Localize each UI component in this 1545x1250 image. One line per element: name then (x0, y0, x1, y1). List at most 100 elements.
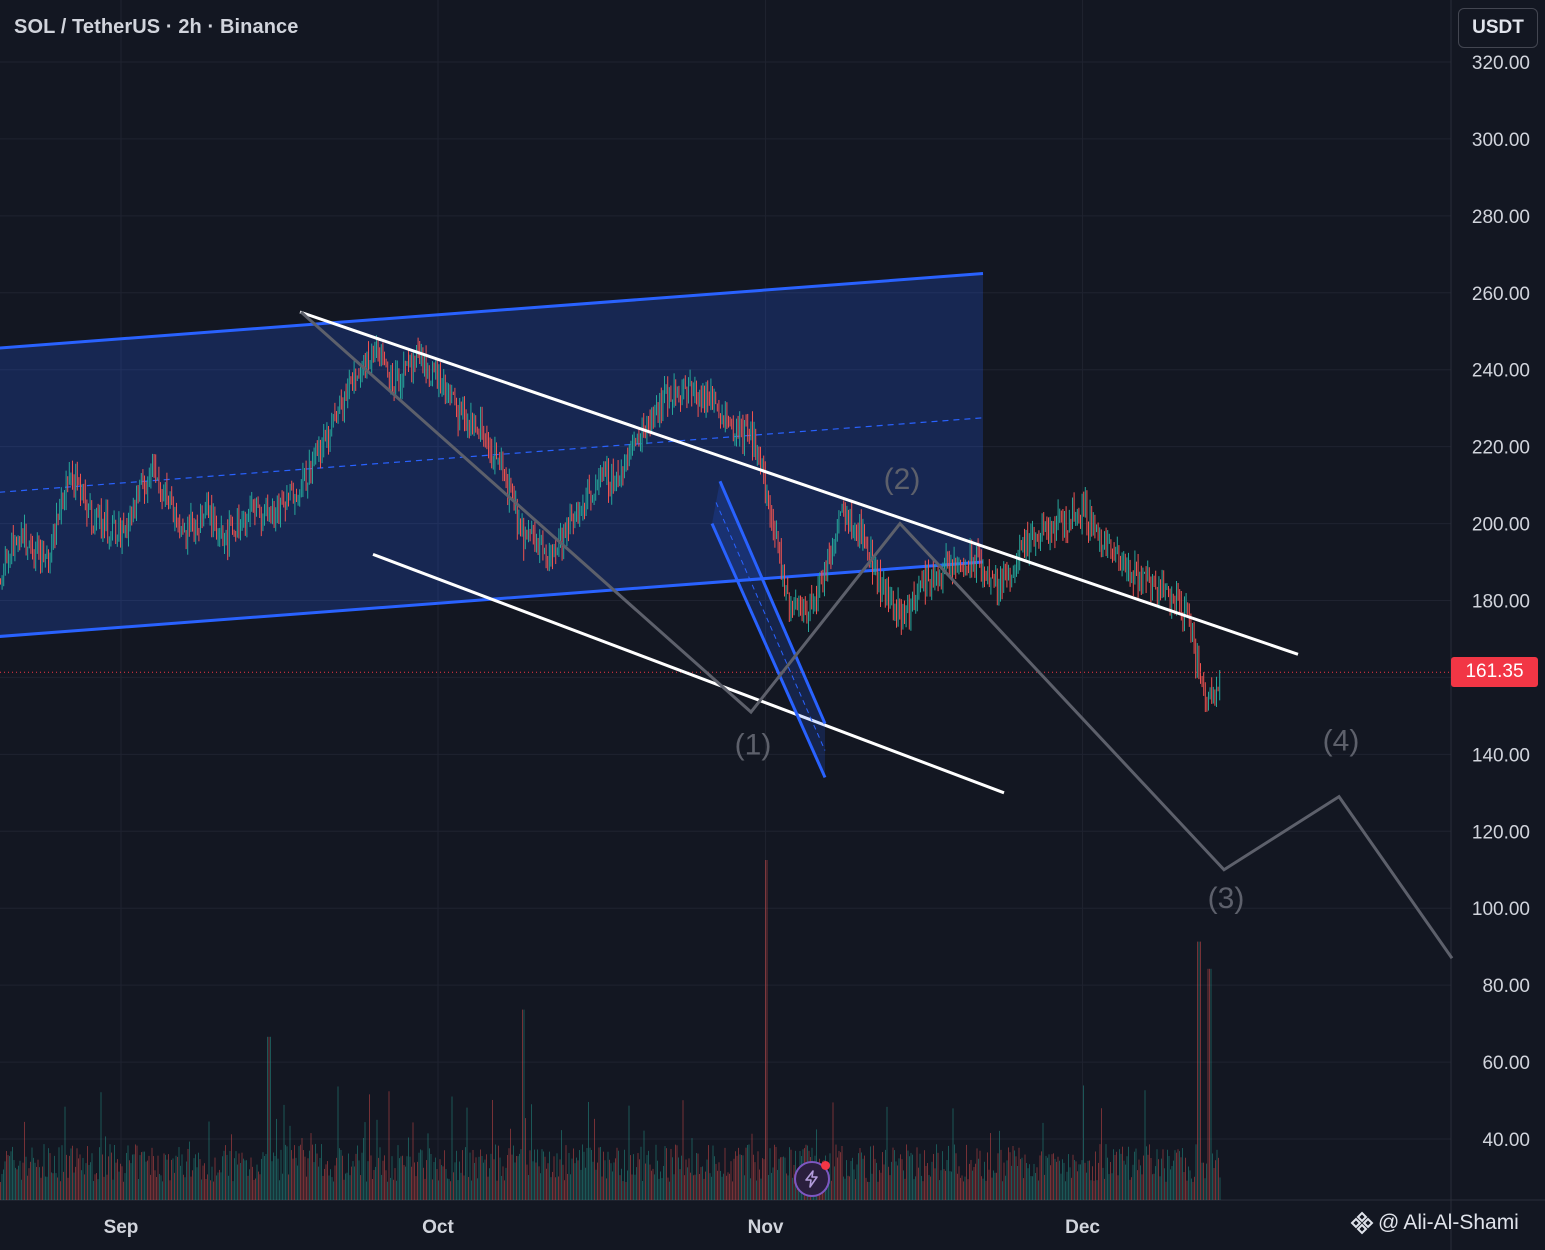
volume-bar (265, 1154, 267, 1200)
volume-bar (490, 1153, 492, 1200)
volume-bar (603, 1151, 604, 1200)
symbol-header[interactable]: SOL / TetherUS · 2h · Binance (14, 16, 299, 38)
volume-bar (729, 1173, 730, 1200)
volume-bar (1129, 1179, 1131, 1200)
volume-bar (790, 1149, 792, 1200)
volume-bar (501, 1175, 502, 1200)
volume-bar (1168, 1156, 1170, 1200)
volume-bar (94, 1174, 96, 1200)
volume-bar (1131, 1177, 1132, 1200)
volume-bar (129, 1160, 130, 1200)
volume-bar (964, 1176, 966, 1200)
volume-bar (42, 1166, 43, 1200)
volume-bar (637, 1153, 639, 1200)
volume-bar (688, 1158, 690, 1200)
volume-bar (1138, 1159, 1140, 1200)
volume-bar (705, 1171, 706, 1200)
volume-bar (925, 1166, 927, 1200)
volume-bar (504, 1180, 505, 1200)
volume-bar (430, 1154, 432, 1200)
volume-bar (283, 1104, 285, 1200)
volume-bar (385, 1170, 387, 1200)
volume-bar (517, 1156, 519, 1200)
volume-bar (661, 1178, 663, 1200)
volume-bar (1017, 1165, 1018, 1200)
volume-bar (426, 1160, 427, 1200)
volume-bar (427, 1133, 429, 1200)
volume-bar (117, 1159, 118, 1200)
volume-bar (903, 1170, 904, 1200)
volume-bar (669, 1181, 670, 1200)
volume-bar (126, 1152, 127, 1200)
volume-bar (297, 1165, 298, 1200)
volume-bar (979, 1150, 981, 1200)
volume-bar (339, 1148, 340, 1200)
volume-bar (1062, 1159, 1063, 1200)
volume-bar (97, 1179, 99, 1200)
volume-bar (1191, 1178, 1192, 1200)
volume-bar (681, 1155, 682, 1200)
volume-bar (277, 1158, 279, 1200)
volume-bar (16, 1169, 18, 1200)
volume-bar (778, 1158, 780, 1200)
currency-button[interactable]: USDT (1458, 8, 1538, 48)
volume-bar (198, 1152, 199, 1200)
volume-bar (240, 1163, 241, 1200)
volume-bar (973, 1167, 975, 1200)
volume-bar (295, 1157, 297, 1200)
volume-bar (585, 1167, 586, 1200)
volume-bar (568, 1152, 570, 1200)
price-tick-label: 280.00 (1472, 207, 1530, 228)
volume-bar (1056, 1161, 1057, 1200)
volume-bar (435, 1157, 436, 1200)
volume-bar (931, 1161, 933, 1200)
volume-bar (33, 1157, 34, 1200)
volume-bar (1090, 1180, 1092, 1200)
volume-bar (343, 1179, 345, 1200)
volume-bar (1050, 1165, 1051, 1200)
volume-bar (1176, 1152, 1177, 1200)
volume-bar (51, 1172, 52, 1200)
volume-bar (624, 1149, 625, 1200)
volume-bar (880, 1172, 882, 1200)
volume-bar (540, 1173, 541, 1200)
volume-bar (1026, 1162, 1027, 1200)
volume-bar (1068, 1154, 1069, 1200)
volume-bar (202, 1165, 204, 1200)
volume-bar (334, 1165, 336, 1200)
volume-bar (889, 1175, 891, 1200)
volume-bar (52, 1173, 54, 1200)
volume-bar (184, 1177, 186, 1200)
volume-bar (1170, 1169, 1171, 1200)
volume-bar (172, 1158, 174, 1200)
volume-bar (466, 1107, 468, 1200)
volume-bar (543, 1151, 544, 1200)
volume-bar (436, 1169, 438, 1200)
volume-bar (489, 1168, 490, 1200)
volume-bar (1159, 1176, 1161, 1200)
wave-label: (4) (1323, 725, 1360, 758)
lightning-bolt-icon[interactable] (794, 1161, 830, 1197)
volume-bar (138, 1178, 139, 1200)
volume-bar (999, 1130, 1000, 1200)
volume-bar (727, 1172, 729, 1200)
price-axis: 320.00 300.00 280.00 260.00 240.00 220.00 200.… (1472, 53, 1530, 1151)
volume-bar (972, 1170, 973, 1200)
volume-bar (144, 1151, 145, 1200)
volume-bar (403, 1165, 405, 1200)
volume-bar (123, 1181, 124, 1200)
volume-bar (397, 1145, 399, 1200)
volume-bar (621, 1168, 622, 1200)
volume-bar (766, 860, 768, 1200)
volume-bar (660, 1171, 661, 1200)
volume-bar (625, 1181, 627, 1200)
volume-bar (906, 1144, 907, 1200)
volume-bar (1003, 1162, 1005, 1200)
volume-bar (442, 1166, 444, 1200)
volume-bar (1150, 1158, 1152, 1200)
volume-bar (111, 1152, 112, 1200)
volume-bar (1014, 1150, 1015, 1200)
volume-bar (276, 1118, 277, 1200)
volume-bar (1134, 1151, 1135, 1200)
